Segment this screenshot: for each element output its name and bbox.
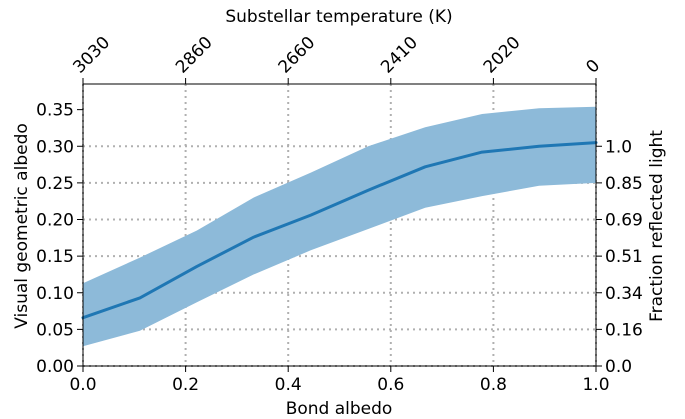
x-tick-label: 0.2: [172, 375, 199, 395]
right-tick-label: 0.51: [605, 247, 643, 267]
top-tick-label: 2410: [377, 33, 422, 78]
x-tick-label: 0.0: [69, 375, 96, 395]
x-tick-label: 0.4: [275, 375, 302, 395]
y-axis-title: Visual geometric albedo: [12, 123, 32, 329]
y-tick-label: 0.10: [36, 284, 74, 304]
top-tick-label: 0: [582, 56, 604, 78]
y-tick-label: 0.05: [36, 320, 74, 340]
y-tick-label: 0.25: [36, 174, 74, 194]
right-tick-label: 0.16: [605, 320, 643, 340]
top-tick-label: 2020: [480, 33, 525, 78]
top-tick-label: 2660: [275, 33, 320, 78]
tick-marks: [77, 78, 602, 372]
y-tick-label: 0.30: [36, 137, 74, 157]
right-tick-label: 0.69: [605, 211, 643, 231]
top-axis-title: Substellar temperature (K): [225, 7, 452, 27]
x-axis-title: Bond albedo: [286, 399, 393, 419]
top-tick-label: 3030: [69, 33, 114, 78]
y-tick-label: 0.00: [36, 357, 74, 377]
x-tick-label: 0.8: [480, 375, 507, 395]
right-tick-label: 1.0: [605, 137, 632, 157]
y-tick-label: 0.15: [36, 247, 74, 267]
x-tick-label: 0.6: [377, 375, 404, 395]
x-tick-label: 1.0: [582, 375, 609, 395]
uncertainty-band: [83, 106, 596, 347]
right-tick-label: 0.85: [605, 174, 643, 194]
y-tick-label: 0.20: [36, 211, 74, 231]
right-axis-title: Fraction reflected light: [647, 130, 667, 322]
plot-frame: [82, 83, 597, 367]
y-tick-label: 0.35: [36, 101, 74, 121]
right-tick-label: 0.34: [605, 284, 643, 304]
right-tick-label: 0.0: [605, 357, 632, 377]
top-tick-label: 2860: [172, 33, 217, 78]
geometric-albedo-line: [81, 141, 598, 320]
